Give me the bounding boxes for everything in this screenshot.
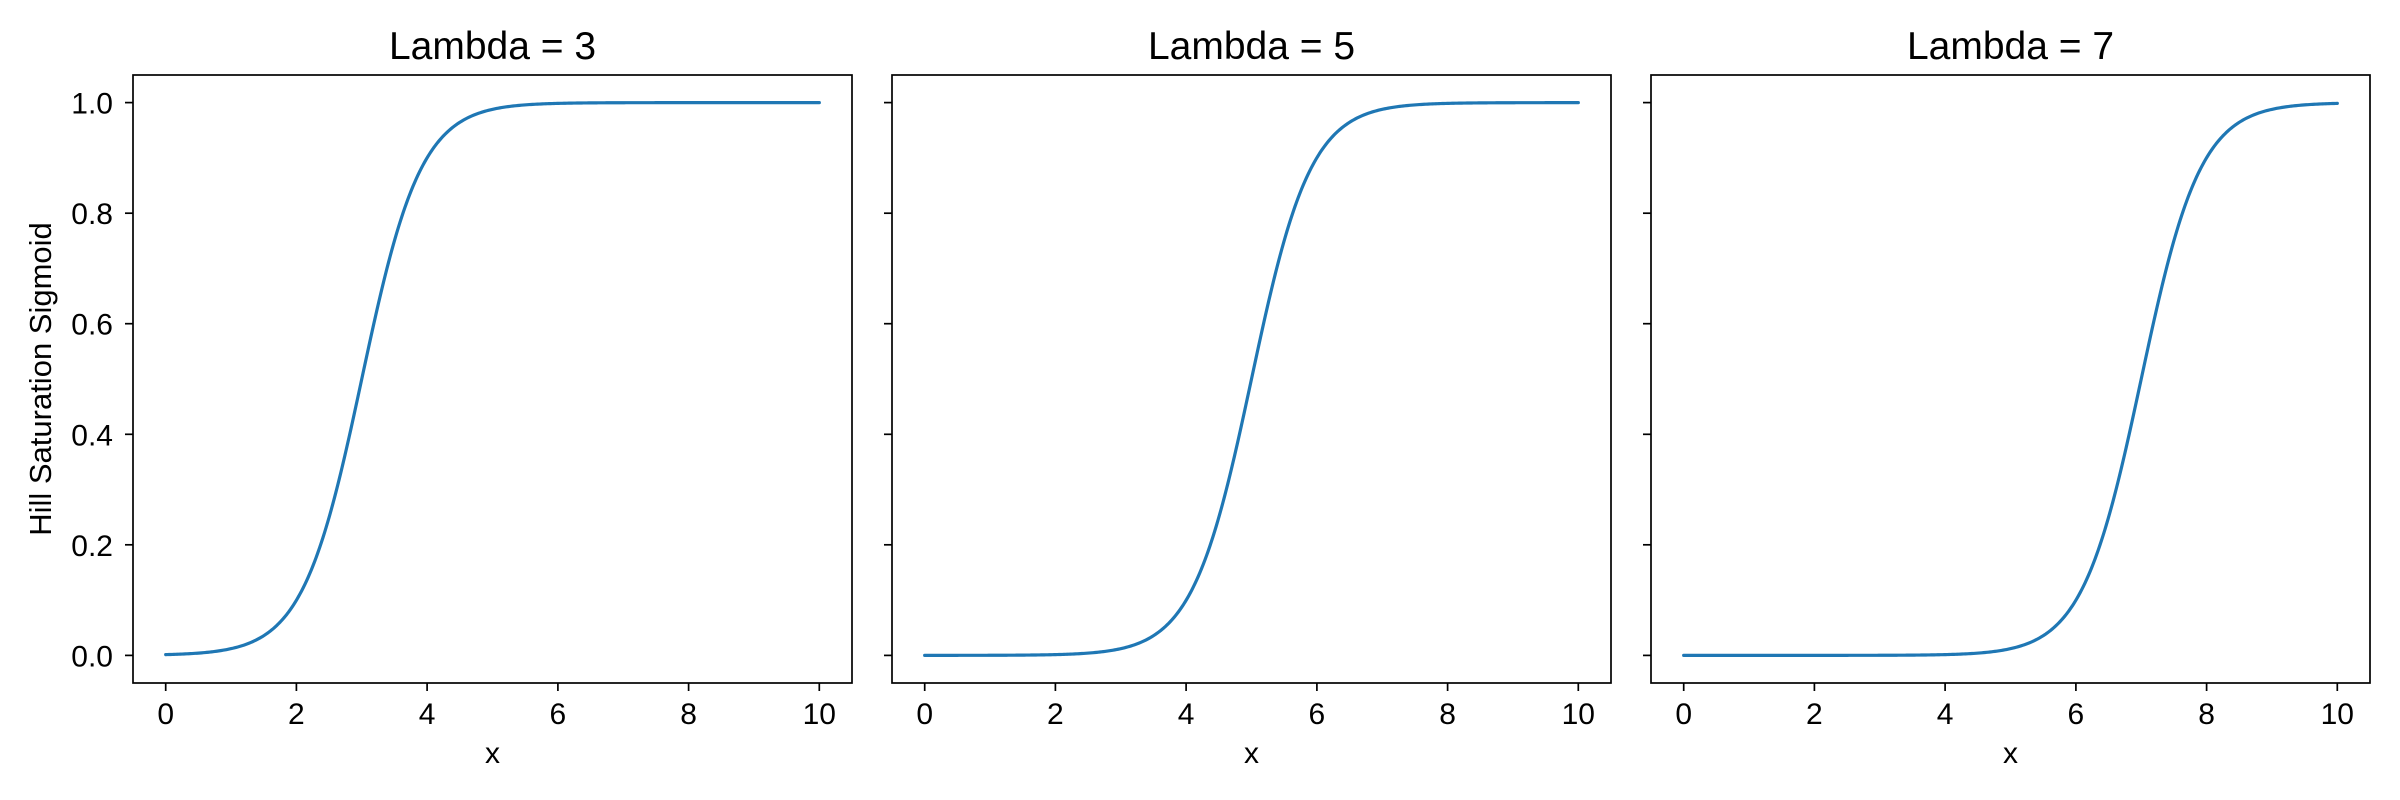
svg-text:10: 10 [2321, 698, 2354, 731]
svg-text:4: 4 [419, 698, 436, 731]
svg-text:6: 6 [1309, 698, 1326, 731]
svg-text:10: 10 [1562, 698, 1595, 731]
svg-text:0.2: 0.2 [71, 530, 113, 563]
svg-text:2: 2 [288, 698, 305, 731]
svg-text:8: 8 [2198, 698, 2215, 731]
svg-text:8: 8 [1439, 698, 1456, 731]
svg-text:Hill Saturation Sigmoid: Hill Saturation Sigmoid [23, 222, 58, 536]
svg-text:1.0: 1.0 [71, 88, 113, 121]
svg-text:2: 2 [1806, 698, 1823, 731]
svg-text:0: 0 [1675, 698, 1692, 731]
svg-text:x: x [485, 737, 500, 770]
svg-text:Lambda = 5: Lambda = 5 [1148, 25, 1355, 68]
svg-text:x: x [2003, 737, 2018, 770]
svg-text:0: 0 [157, 698, 174, 731]
svg-text:6: 6 [2068, 698, 2085, 731]
svg-text:0.6: 0.6 [71, 309, 113, 342]
svg-text:Lambda = 7: Lambda = 7 [1907, 25, 2114, 68]
svg-text:0.0: 0.0 [71, 640, 113, 673]
svg-text:0: 0 [916, 698, 933, 731]
svg-text:2: 2 [1047, 698, 1064, 731]
svg-text:x: x [1244, 737, 1259, 770]
svg-text:8: 8 [680, 698, 697, 731]
svg-text:0.8: 0.8 [71, 198, 113, 231]
svg-text:4: 4 [1937, 698, 1954, 731]
svg-text:Lambda = 3: Lambda = 3 [389, 25, 596, 68]
svg-text:10: 10 [803, 698, 836, 731]
svg-text:4: 4 [1178, 698, 1195, 731]
svg-text:6: 6 [550, 698, 567, 731]
svg-text:0.4: 0.4 [71, 419, 113, 452]
